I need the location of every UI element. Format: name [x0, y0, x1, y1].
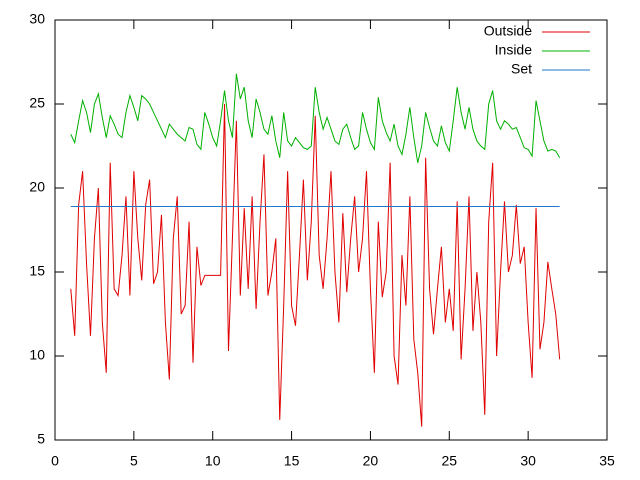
x-tick-label: 25 — [441, 453, 457, 469]
x-tick-label: 35 — [599, 453, 615, 469]
x-tick-label: 20 — [363, 453, 379, 469]
y-tick-label: 25 — [29, 95, 45, 111]
data-line — [70, 103, 561, 427]
plot-frame — [54, 19, 608, 441]
x-tick-label: 30 — [520, 453, 536, 469]
x-tick-label: 5 — [130, 453, 138, 469]
y-tick-label: 15 — [29, 263, 45, 279]
legend-label: Set — [511, 61, 532, 77]
x-tick-label: 15 — [284, 453, 300, 469]
y-tick-label: 20 — [29, 179, 45, 195]
x-tick-label: 10 — [205, 453, 221, 469]
y-tick-label: 30 — [29, 11, 45, 27]
data-line — [70, 73, 561, 163]
legend-label: Outside — [484, 23, 532, 39]
y-tick-label: 10 — [29, 347, 45, 363]
y-tick-label: 5 — [37, 431, 45, 447]
legend-label: Inside — [495, 42, 533, 58]
x-tick-label: 0 — [51, 453, 59, 469]
